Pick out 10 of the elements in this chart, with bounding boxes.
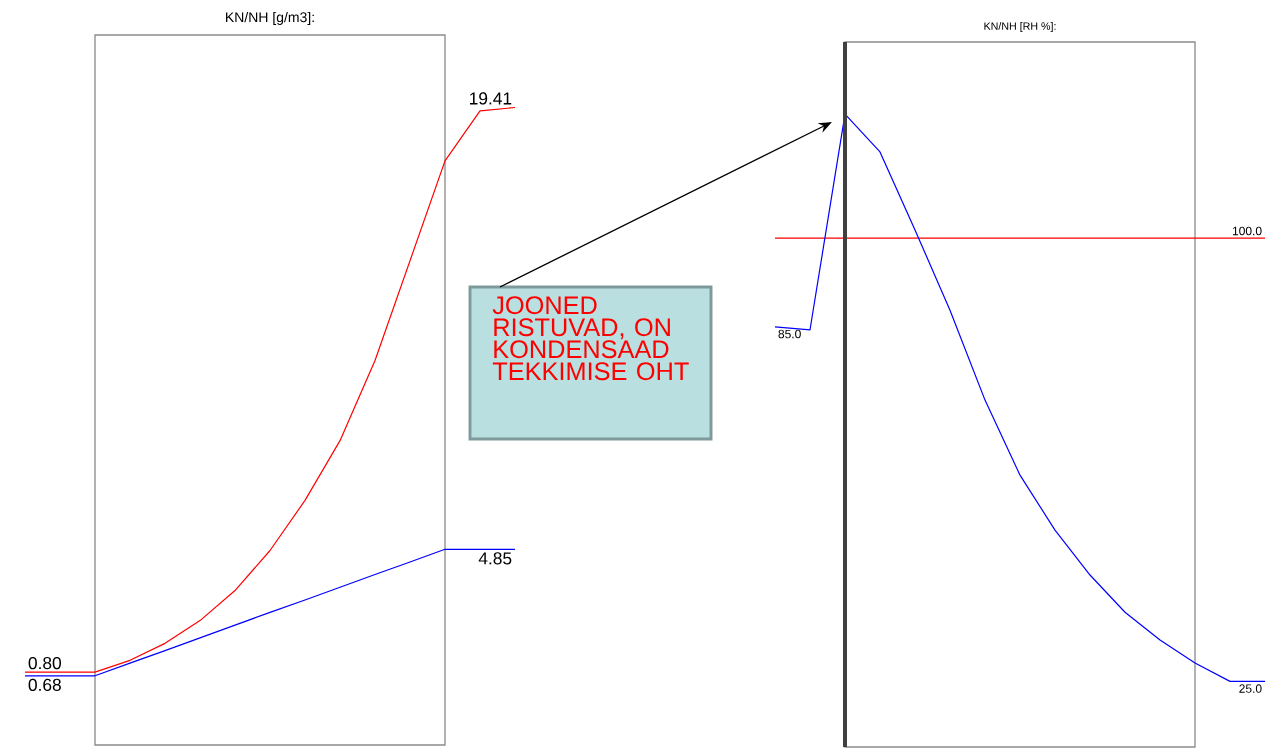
data-label: 100.0 xyxy=(1232,226,1262,236)
data-label: 19.41 xyxy=(470,92,512,105)
data-label: 4.85 xyxy=(478,552,512,565)
chart-title: KN/NH [g/m3]: xyxy=(226,11,314,25)
chart-title: KN/NH [RH %]: xyxy=(984,21,1056,32)
data-label: 25.0 xyxy=(1239,684,1262,693)
data-label: 0.68 xyxy=(28,678,61,692)
annotation: JOONED RISTUVAD, ON KONDENSAAD TEKKIMISE OHT xyxy=(492,296,689,381)
data-label: 85.0 xyxy=(778,329,801,339)
data-label: 0.80 xyxy=(28,656,62,670)
